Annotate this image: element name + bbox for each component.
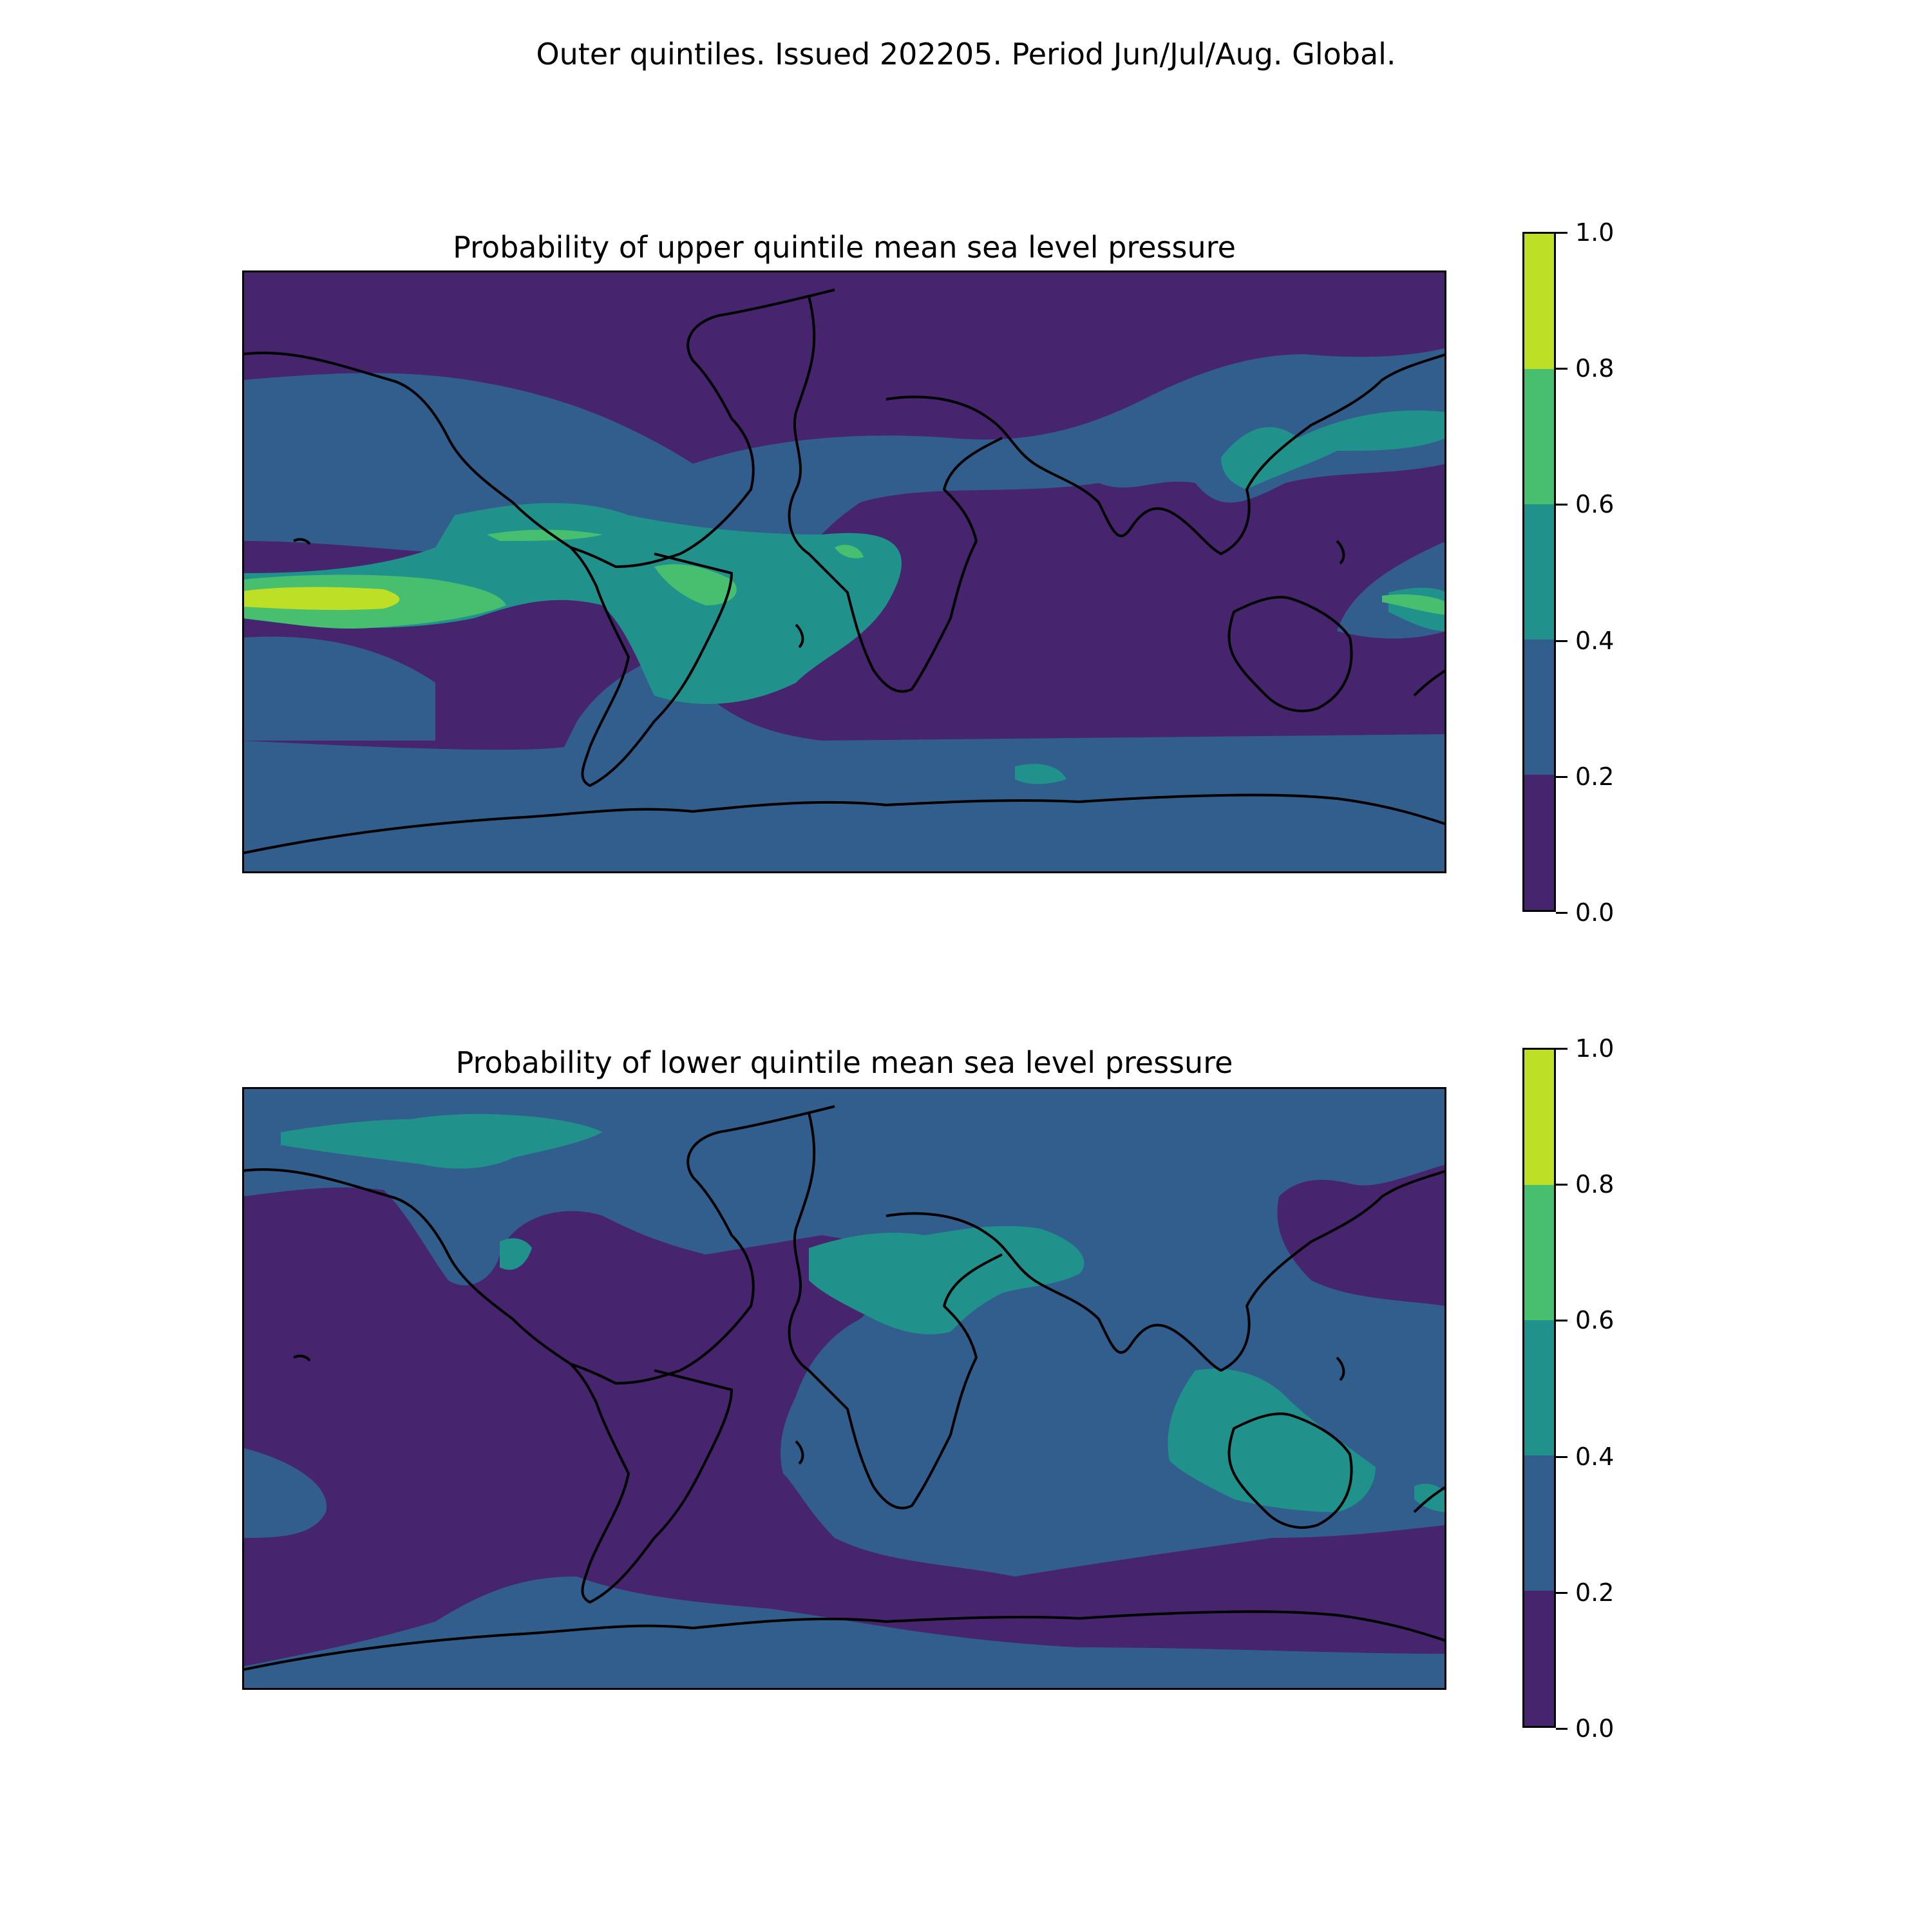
upper-colorbar-tick (1556, 912, 1567, 914)
lower-colorbar-segment-0.4-0.6 (1524, 1320, 1554, 1455)
upper-map-frame (242, 270, 1446, 873)
lower-colorbar-tick (1556, 1592, 1567, 1594)
lower-colorbar-tick-label: 1.0 (1575, 1034, 1615, 1063)
lower-colorbar-tick (1556, 1184, 1567, 1186)
lower-colorbar-tick (1556, 1728, 1567, 1730)
lower-colorbar-tick (1556, 1320, 1567, 1321)
lower-colorbar-tick-label: 0.4 (1575, 1443, 1615, 1471)
upper-map-title: Probability of upper quintile mean sea l… (453, 230, 1236, 265)
lower-colorbar-segment-0.6-0.8 (1524, 1185, 1554, 1320)
lower-quintile-map (242, 1087, 1446, 1690)
upper-colorbar-tick (1556, 232, 1567, 234)
upper-band-0.2-0.4 (242, 348, 1446, 873)
lower-map-frame (242, 1087, 1446, 1690)
upper-colorbar-tick-label: 0.6 (1575, 490, 1615, 518)
lower-colorbar-tick-label: 0.6 (1575, 1306, 1615, 1334)
upper-quintile-map (242, 270, 1446, 873)
upper-band-0.8-1.0 (242, 587, 400, 611)
lower-coastlines (242, 1105, 1446, 1671)
lower-colorbar-segment-0.0-0.2 (1524, 1591, 1554, 1726)
lower-colorbar-tick (1556, 1048, 1567, 1050)
lower-colorbar-tick (1556, 1456, 1567, 1458)
upper-colorbar-segment-0.8-1.0 (1524, 234, 1554, 369)
figure-suptitle: Outer quintiles. Issued 202205. Period J… (536, 37, 1396, 71)
lower-colorbar-tick-label: 0.0 (1575, 1714, 1615, 1743)
upper-colorbar-segment-0.4-0.6 (1524, 504, 1554, 639)
upper-colorbar-tick-label: 1.0 (1575, 218, 1615, 247)
lower-colorbar (1522, 1048, 1556, 1728)
upper-colorbar-tick-label: 0.8 (1575, 354, 1615, 383)
upper-colorbar-segment-0.6-0.8 (1524, 369, 1554, 504)
lower-colorbar-tick-label: 0.2 (1575, 1578, 1615, 1607)
lower-map-title: Probability of lower quintile mean sea l… (455, 1045, 1233, 1080)
lower-colorbar-tick-label: 0.8 (1575, 1170, 1615, 1198)
lower-colorbar-segment-0.2-0.4 (1524, 1455, 1554, 1591)
upper-colorbar-tick (1556, 640, 1567, 642)
upper-colorbar-tick-label: 0.4 (1575, 627, 1615, 655)
upper-colorbar-tick (1556, 504, 1567, 506)
lower-colorbar-segment-0.8-1.0 (1524, 1050, 1554, 1185)
upper-coastlines (242, 289, 1446, 855)
upper-colorbar-tick-label: 0.0 (1575, 898, 1615, 927)
lower-band-0.2-0.4 (242, 1087, 1446, 1690)
upper-colorbar-segment-0.0-0.2 (1524, 775, 1554, 910)
upper-colorbar (1522, 232, 1556, 912)
upper-colorbar-segment-0.2-0.4 (1524, 639, 1554, 775)
upper-colorbar-tick (1556, 776, 1567, 778)
upper-colorbar-tick (1556, 368, 1567, 370)
lower-band-0.4-0.6 (281, 1113, 1446, 1512)
upper-colorbar-tick-label: 0.2 (1575, 762, 1615, 791)
